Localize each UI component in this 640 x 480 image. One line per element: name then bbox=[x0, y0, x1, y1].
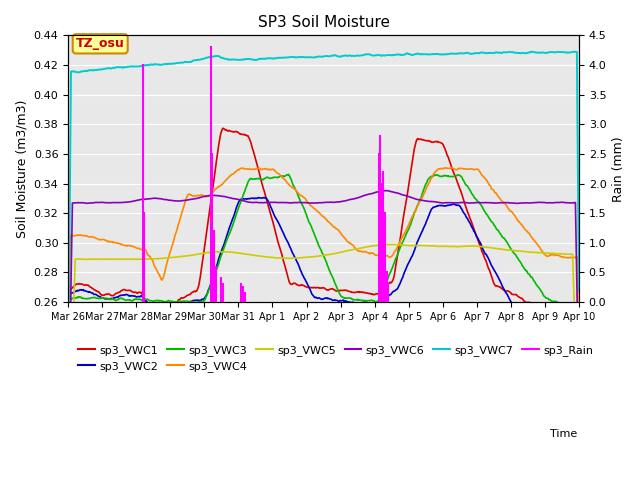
Y-axis label: Soil Moisture (m3/m3): Soil Moisture (m3/m3) bbox=[15, 99, 28, 238]
Legend: sp3_VWC1, sp3_VWC2, sp3_VWC3, sp3_VWC4, sp3_VWC5, sp3_VWC6, sp3_VWC7, sp3_Rain: sp3_VWC1, sp3_VWC2, sp3_VWC3, sp3_VWC4, … bbox=[74, 340, 598, 376]
Text: TZ_osu: TZ_osu bbox=[76, 37, 125, 50]
Title: SP3 Soil Moisture: SP3 Soil Moisture bbox=[257, 15, 390, 30]
Text: Time: Time bbox=[550, 429, 577, 439]
Y-axis label: Rain (mm): Rain (mm) bbox=[612, 136, 625, 202]
